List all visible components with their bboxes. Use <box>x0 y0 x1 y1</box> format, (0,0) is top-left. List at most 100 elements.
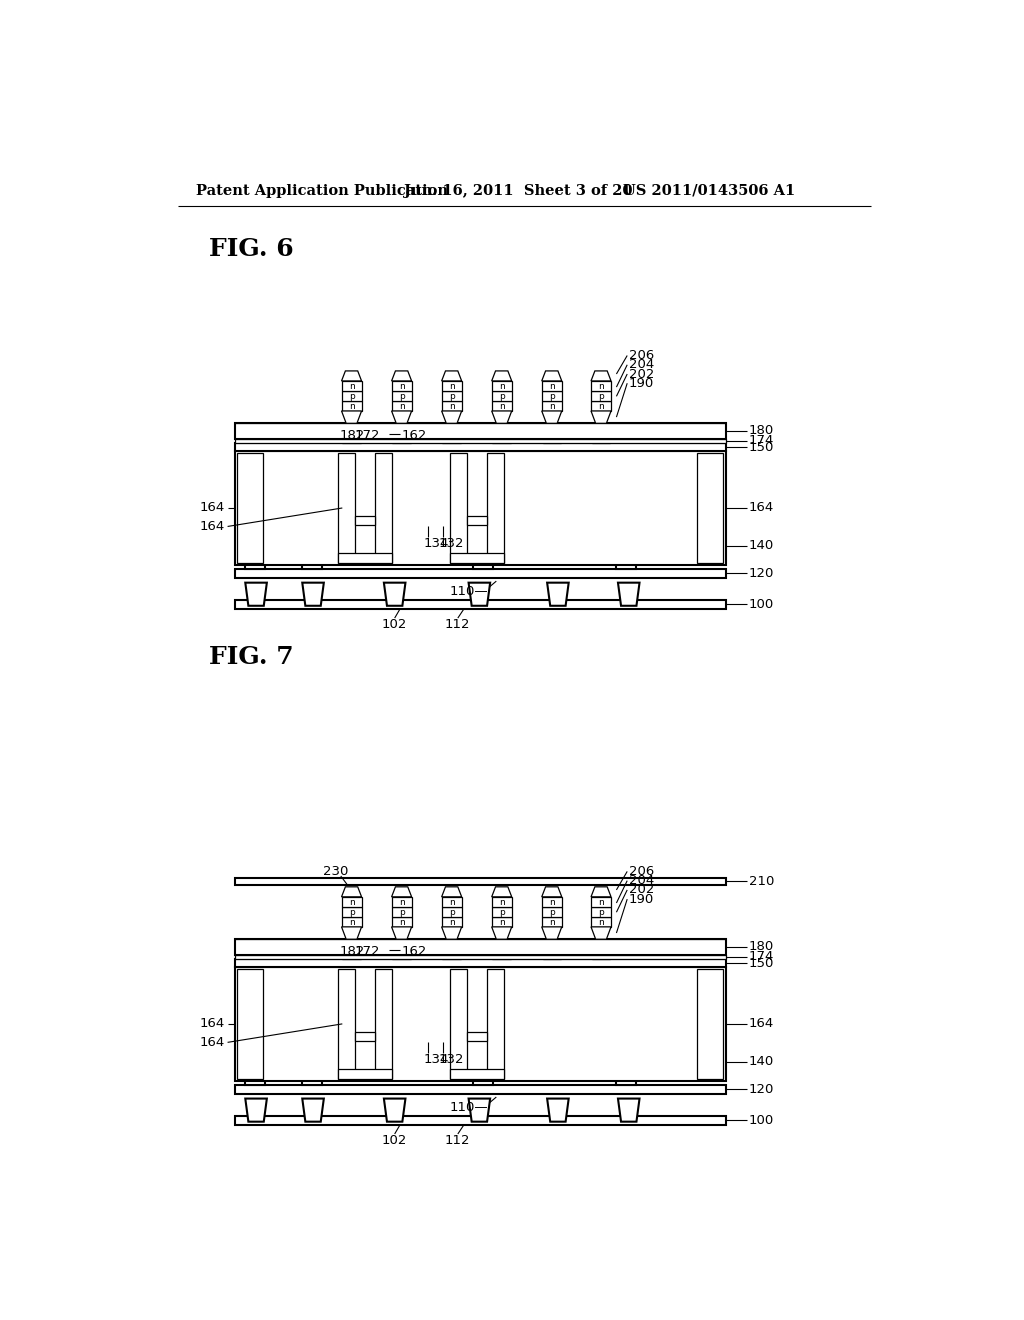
Bar <box>467 516 487 525</box>
Bar <box>234 444 726 451</box>
Bar <box>542 391 562 401</box>
Text: n: n <box>398 381 404 391</box>
Polygon shape <box>342 927 361 940</box>
Text: 172: 172 <box>354 945 380 958</box>
Text: 100: 100 <box>749 598 774 611</box>
Bar <box>355 516 376 525</box>
Text: 112: 112 <box>445 618 471 631</box>
Bar <box>616 1072 637 1085</box>
Text: 174: 174 <box>749 950 774 964</box>
Text: n: n <box>398 898 404 907</box>
Polygon shape <box>469 582 490 606</box>
Bar <box>234 438 726 444</box>
Text: n: n <box>499 401 505 411</box>
Polygon shape <box>542 927 562 940</box>
Bar <box>391 391 412 401</box>
Text: p: p <box>549 392 555 401</box>
Bar <box>339 969 355 1078</box>
Polygon shape <box>246 582 267 606</box>
Bar <box>697 969 724 1078</box>
Text: p: p <box>349 908 354 916</box>
Text: p: p <box>449 908 455 916</box>
Text: FIG. 7: FIG. 7 <box>209 645 294 669</box>
Bar <box>492 381 512 391</box>
Bar <box>342 896 361 907</box>
Bar <box>392 949 411 960</box>
Polygon shape <box>492 411 512 424</box>
Bar <box>234 878 726 884</box>
Bar <box>391 907 412 917</box>
Text: 206: 206 <box>629 865 654 878</box>
Bar <box>237 969 263 1078</box>
Text: 190: 190 <box>629 892 654 906</box>
Text: n: n <box>598 917 604 927</box>
Polygon shape <box>591 927 611 940</box>
Bar <box>376 453 392 562</box>
Bar <box>542 401 562 411</box>
Bar <box>391 896 412 907</box>
Bar <box>591 401 611 411</box>
Text: n: n <box>499 917 505 927</box>
Text: n: n <box>499 381 505 391</box>
Text: 172: 172 <box>354 429 380 442</box>
Text: 182: 182 <box>340 429 366 442</box>
Polygon shape <box>492 927 512 940</box>
Text: 230: 230 <box>324 865 349 878</box>
Text: 102: 102 <box>382 618 408 631</box>
Bar <box>234 966 726 1081</box>
Text: n: n <box>449 898 455 907</box>
Bar <box>234 954 726 960</box>
Bar <box>451 969 467 1078</box>
Bar <box>591 896 611 907</box>
Bar <box>591 391 611 401</box>
Polygon shape <box>384 582 406 606</box>
Text: 210: 210 <box>749 875 774 888</box>
Bar <box>246 556 265 569</box>
Bar <box>342 401 361 411</box>
Bar <box>592 949 610 960</box>
Text: n: n <box>549 381 555 391</box>
Text: 162: 162 <box>401 429 427 442</box>
Text: 150: 150 <box>749 441 774 454</box>
Polygon shape <box>617 582 640 606</box>
Polygon shape <box>302 582 324 606</box>
Bar <box>302 1072 323 1085</box>
Text: n: n <box>398 917 404 927</box>
Bar <box>441 896 462 907</box>
Polygon shape <box>342 371 361 381</box>
Bar <box>697 453 724 562</box>
Text: 134: 134 <box>423 537 449 550</box>
Bar <box>234 569 726 578</box>
Text: p: p <box>449 392 455 401</box>
Text: n: n <box>449 401 455 411</box>
Text: 140: 140 <box>749 1055 774 1068</box>
Polygon shape <box>591 371 611 381</box>
Bar <box>591 907 611 917</box>
Text: n: n <box>549 401 555 411</box>
Bar <box>234 424 726 438</box>
Bar <box>342 917 361 927</box>
Bar <box>591 381 611 391</box>
Bar <box>234 1085 726 1094</box>
Bar <box>442 949 461 960</box>
Text: 132: 132 <box>438 1053 464 1065</box>
Bar <box>342 433 360 444</box>
Text: n: n <box>549 898 555 907</box>
Text: 164: 164 <box>200 1018 225 1031</box>
Bar <box>493 949 511 960</box>
Bar <box>492 896 512 907</box>
Polygon shape <box>342 887 361 896</box>
Bar <box>376 969 392 1078</box>
Bar <box>467 1032 487 1040</box>
Polygon shape <box>246 1098 267 1122</box>
Polygon shape <box>302 1098 324 1122</box>
Text: 182: 182 <box>340 945 366 958</box>
Text: 140: 140 <box>749 539 774 552</box>
Text: 164: 164 <box>200 1036 225 1049</box>
Polygon shape <box>391 887 412 896</box>
Text: n: n <box>449 917 455 927</box>
Bar <box>339 453 355 562</box>
Bar <box>542 907 562 917</box>
Text: 164: 164 <box>749 502 774 515</box>
Text: n: n <box>598 401 604 411</box>
